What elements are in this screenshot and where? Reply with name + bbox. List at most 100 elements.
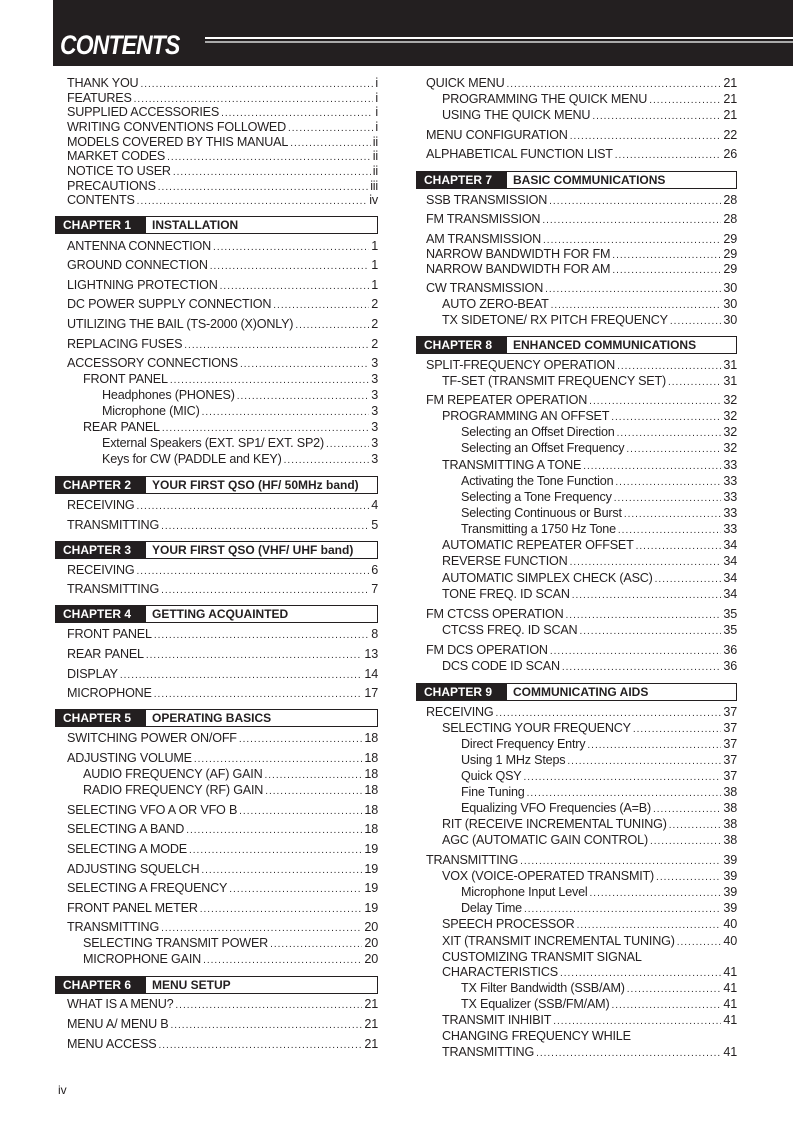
toc-entry[interactable]: NOTICE TO USER ii — [67, 164, 378, 179]
toc-entry[interactable]: SUPPLIED ACCESSORIES i — [67, 105, 378, 120]
toc-entry[interactable]: MICROPHONE 17 — [67, 686, 378, 701]
toc-entry[interactable]: THANK YOU i — [67, 76, 378, 91]
toc-entry[interactable]: MENU ACCESS 21 — [67, 1037, 378, 1052]
toc-entry[interactable]: TRANSMITTING 41 — [442, 1045, 737, 1060]
toc-entry[interactable]: RADIO FREQUENCY (RF) GAIN 18 — [83, 783, 378, 798]
toc-entry[interactable]: Direct Frequency Entry 37 — [461, 737, 737, 752]
toc-entry[interactable]: DISPLAY 14 — [67, 667, 378, 682]
toc-entry[interactable]: WRITING CONVENTIONS FOLLOWED i — [67, 120, 378, 135]
toc-entry[interactable]: DCS CODE ID SCAN 36 — [442, 659, 737, 674]
toc-entry[interactable]: Delay Time 39 — [461, 901, 737, 916]
toc-entry[interactable]: TX Filter Bandwidth (SSB/AM) 41 — [461, 981, 737, 996]
toc-entry[interactable]: SELECTING A FREQUENCY 19 — [67, 881, 378, 896]
toc-entry[interactable]: REVERSE FUNCTION 34 — [442, 554, 737, 569]
toc-entry[interactable]: AUTOMATIC SIMPLEX CHECK (ASC) 34 — [442, 571, 737, 586]
toc-entry[interactable]: Fine Tuning 38 — [461, 785, 737, 800]
toc-entry[interactable]: Transmitting a 1750 Hz Tone 33 — [461, 522, 737, 537]
toc-entry[interactable]: RECEIVING 37 — [426, 705, 737, 720]
toc-entry[interactable]: ADJUSTING SQUELCH 19 — [67, 862, 378, 877]
toc-entry[interactable]: SSB TRANSMISSION 28 — [426, 193, 737, 208]
toc-entry[interactable]: TF-SET (TRANSMIT FREQUENCY SET) 31 — [442, 374, 737, 389]
toc-entry[interactable]: TRANSMITTING A TONE 33 — [442, 458, 737, 473]
toc-entry[interactable]: FM DCS OPERATION 36 — [426, 643, 737, 658]
toc-entry[interactable]: TRANSMITTING 5 — [67, 518, 378, 533]
toc-entry[interactable]: TX SIDETONE/ RX PITCH FREQUENCY 30 — [442, 313, 737, 328]
toc-entry[interactable]: UTILIZING THE BAIL (TS-2000 (X)ONLY) 2 — [67, 317, 378, 332]
toc-entry[interactable]: NARROW BANDWIDTH FOR AM 29 — [426, 262, 737, 277]
toc-entry[interactable]: RECEIVING 4 — [67, 498, 378, 513]
toc-entry[interactable]: VOX (VOICE-OPERATED TRANSMIT) 39 — [442, 869, 737, 884]
toc-entry[interactable]: CUSTOMIZING TRANSMIT SIGNAL — [442, 950, 737, 965]
toc-entry[interactable]: SWITCHING POWER ON/OFF 18 — [67, 731, 378, 746]
toc-entry[interactable]: MENU CONFIGURATION 22 — [426, 128, 737, 143]
toc-entry[interactable]: Selecting an Offset Frequency 32 — [461, 441, 737, 456]
toc-entry[interactable]: Quick QSY 37 — [461, 769, 737, 784]
toc-entry[interactable]: CW TRANSMISSION 30 — [426, 281, 737, 296]
toc-entry[interactable]: ADJUSTING VOLUME 18 — [67, 751, 378, 766]
toc-entry[interactable]: CTCSS FREQ. ID SCAN 35 — [442, 623, 737, 638]
toc-entry[interactable]: MARKET CODES ii — [67, 149, 378, 164]
toc-entry[interactable]: SELECTING A MODE 19 — [67, 842, 378, 857]
toc-entry[interactable]: NARROW BANDWIDTH FOR FM 29 — [426, 247, 737, 262]
toc-entry[interactable]: PRECAUTIONS iii — [67, 179, 378, 194]
toc-entry[interactable]: AM TRANSMISSION 29 — [426, 232, 737, 247]
toc-entry[interactable]: DC POWER SUPPLY CONNECTION 2 — [67, 297, 378, 312]
toc-entry[interactable]: REPLACING FUSES 2 — [67, 337, 378, 352]
toc-entry[interactable]: MICROPHONE GAIN 20 — [83, 952, 378, 967]
toc-entry[interactable]: Activating the Tone Function 33 — [461, 474, 737, 489]
toc-entry[interactable]: FM REPEATER OPERATION 32 — [426, 393, 737, 408]
toc-entry[interactable]: ALPHABETICAL FUNCTION LIST 26 — [426, 147, 737, 162]
toc-entry[interactable]: PROGRAMMING THE QUICK MENU 21 — [442, 92, 737, 107]
toc-entry[interactable]: SELECTING YOUR FREQUENCY 37 — [442, 721, 737, 736]
toc-entry[interactable]: SPEECH PROCESSOR 40 — [442, 917, 737, 932]
toc-entry[interactable]: Using 1 MHz Steps 37 — [461, 753, 737, 768]
toc-entry[interactable]: TX Equalizer (SSB/FM/AM) 41 — [461, 997, 737, 1012]
toc-entry[interactable]: FM TRANSMISSION 28 — [426, 212, 737, 227]
toc-entry[interactable]: REAR PANEL 3 — [83, 420, 378, 435]
toc-entry[interactable]: REAR PANEL 13 — [67, 647, 378, 662]
toc-entry[interactable]: AUTOMATIC REPEATER OFFSET 34 — [442, 538, 737, 553]
toc-entry[interactable]: MODELS COVERED BY THIS MANUAL ii — [67, 135, 378, 150]
toc-entry[interactable]: Microphone (MIC) 3 — [102, 404, 378, 419]
toc-entry[interactable]: CONTENTS iv — [67, 193, 378, 208]
toc-entry[interactable]: PROGRAMMING AN OFFSET 32 — [442, 409, 737, 424]
toc-entry[interactable]: USING THE QUICK MENU 21 — [442, 108, 737, 123]
toc-entry[interactable]: TONE FREQ. ID SCAN 34 — [442, 587, 737, 602]
toc-entry[interactable]: LIGHTNING PROTECTION 1 — [67, 278, 378, 293]
toc-entry[interactable]: AGC (AUTOMATIC GAIN CONTROL) 38 — [442, 833, 737, 848]
toc-entry[interactable]: RECEIVING 6 — [67, 563, 378, 578]
toc-entry[interactable]: External Speakers (EXT. SP1/ EXT. SP2) 3 — [102, 436, 378, 451]
toc-entry[interactable]: TRANSMITTING 20 — [67, 920, 378, 935]
toc-entry[interactable]: TRANSMITTING 7 — [67, 582, 378, 597]
toc-entry[interactable]: CHARACTERISTICS 41 — [442, 965, 737, 980]
toc-entry[interactable]: Headphones (PHONES) 3 — [102, 388, 378, 403]
toc-entry[interactable]: AUDIO FREQUENCY (AF) GAIN 18 — [83, 767, 378, 782]
toc-entry[interactable]: SELECTING TRANSMIT POWER 20 — [83, 936, 378, 951]
toc-entry[interactable]: XIT (TRANSMIT INCREMENTAL TUNING) 40 — [442, 934, 737, 949]
toc-entry[interactable]: AUTO ZERO-BEAT 30 — [442, 297, 737, 312]
toc-entry[interactable]: RIT (RECEIVE INCREMENTAL TUNING) 38 — [442, 817, 737, 832]
toc-entry[interactable]: GROUND CONNECTION 1 — [67, 258, 378, 273]
toc-entry[interactable]: FM CTCSS OPERATION 35 — [426, 607, 737, 622]
toc-entry[interactable]: ACCESSORY CONNECTIONS 3 — [67, 356, 378, 371]
toc-entry[interactable]: ANTENNA CONNECTION 1 — [67, 239, 378, 254]
toc-entry[interactable]: TRANSMIT INHIBIT 41 — [442, 1013, 737, 1028]
toc-entry[interactable]: FRONT PANEL 3 — [83, 372, 378, 387]
toc-entry[interactable]: Microphone Input Level 39 — [461, 885, 737, 900]
toc-entry[interactable]: FEATURES i — [67, 91, 378, 106]
toc-entry[interactable]: SELECTING VFO A OR VFO B 18 — [67, 803, 378, 818]
toc-entry[interactable]: Selecting a Tone Frequency 33 — [461, 490, 737, 505]
toc-entry[interactable]: FRONT PANEL 8 — [67, 627, 378, 642]
toc-entry[interactable]: Keys for CW (PADDLE and KEY) 3 — [102, 452, 378, 467]
toc-entry[interactable]: FRONT PANEL METER 19 — [67, 901, 378, 916]
toc-entry[interactable]: SELECTING A BAND 18 — [67, 822, 378, 837]
toc-entry[interactable]: Selecting an Offset Direction 32 — [461, 425, 737, 440]
toc-entry[interactable]: SPLIT-FREQUENCY OPERATION 31 — [426, 358, 737, 373]
toc-entry[interactable]: QUICK MENU 21 — [426, 76, 737, 91]
toc-entry[interactable]: WHAT IS A MENU? 21 — [67, 997, 378, 1012]
toc-entry[interactable]: Selecting Continuous or Burst 33 — [461, 506, 737, 521]
toc-entry[interactable]: Equalizing VFO Frequencies (A=B) 38 — [461, 801, 737, 816]
toc-entry[interactable]: TRANSMITTING 39 — [426, 853, 737, 868]
toc-entry[interactable]: MENU A/ MENU B 21 — [67, 1017, 378, 1032]
toc-entry[interactable]: CHANGING FREQUENCY WHILE — [442, 1029, 737, 1044]
